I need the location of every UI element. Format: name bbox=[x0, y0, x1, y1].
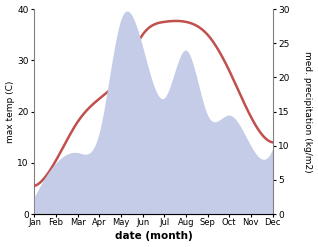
X-axis label: date (month): date (month) bbox=[114, 231, 192, 242]
Y-axis label: med. precipitation (kg/m2): med. precipitation (kg/m2) bbox=[303, 51, 313, 172]
Y-axis label: max temp (C): max temp (C) bbox=[5, 80, 15, 143]
